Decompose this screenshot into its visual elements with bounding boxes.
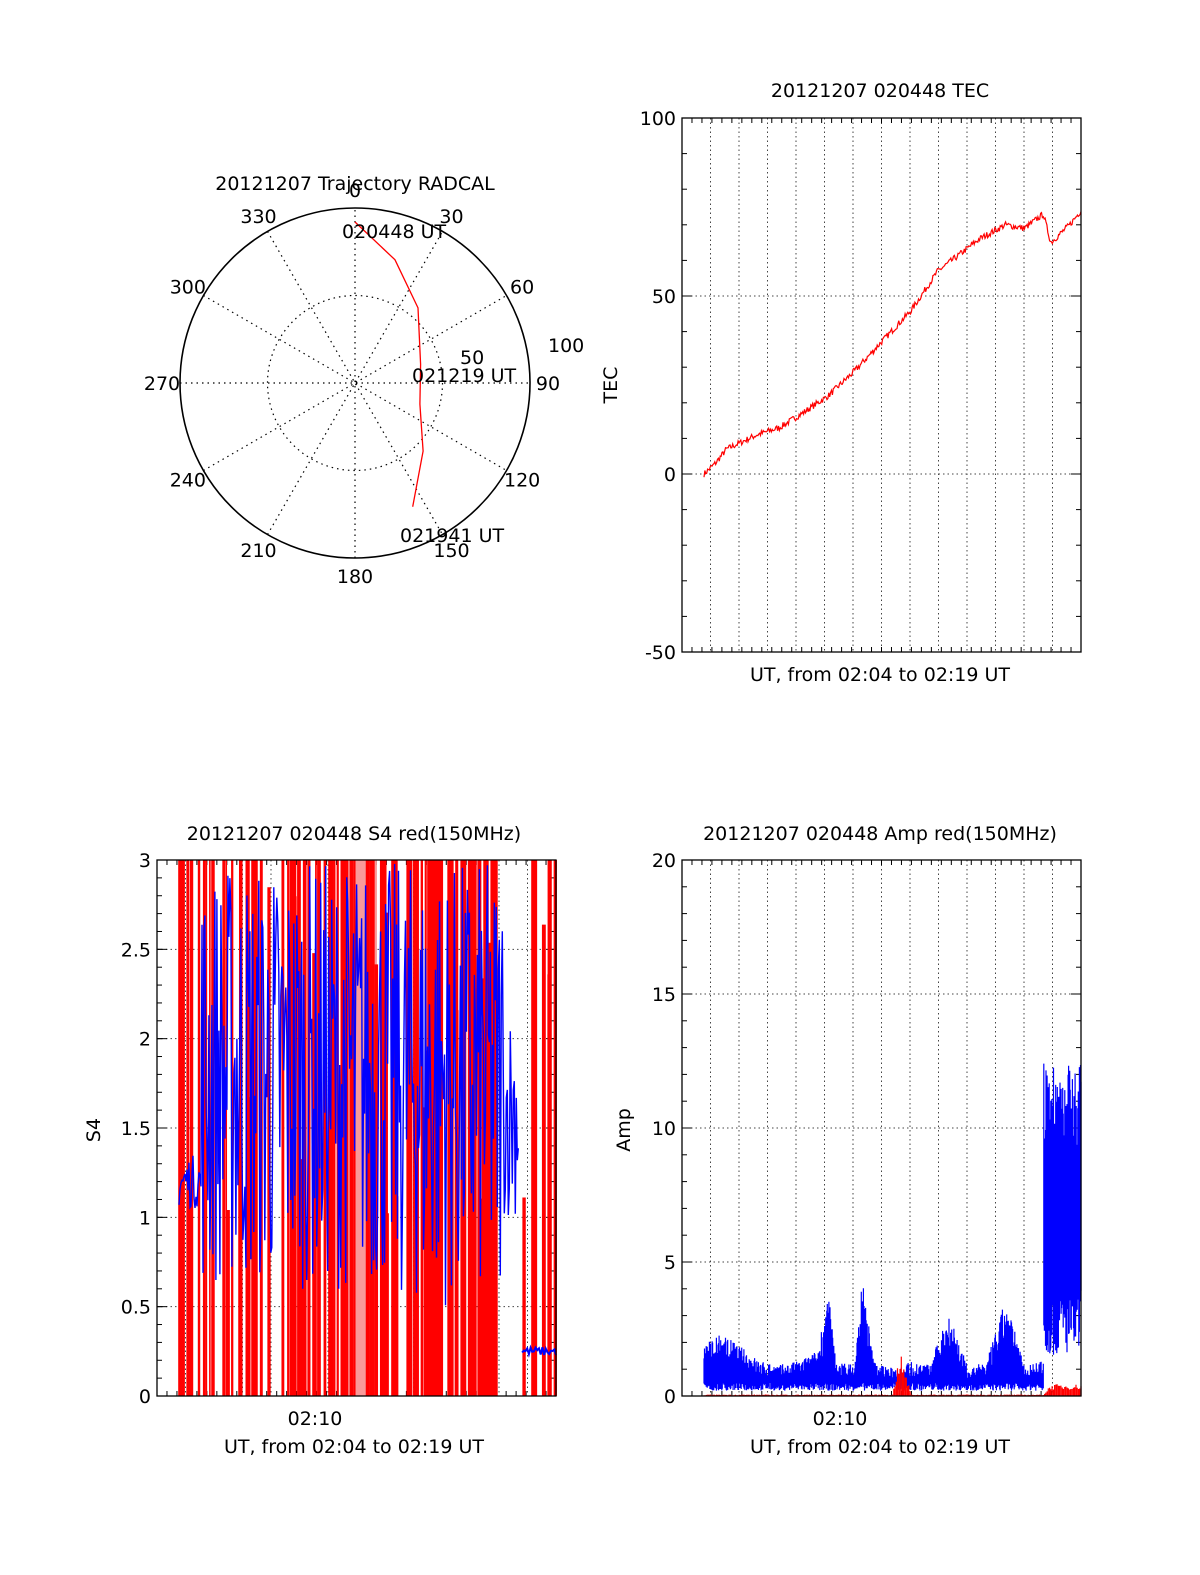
polar-angle-label: 210 xyxy=(240,540,276,562)
polar-grid xyxy=(179,207,531,559)
s4-ytick-label: 0.5 xyxy=(121,1297,151,1319)
polar-angle-label: 270 xyxy=(144,373,180,395)
s4-ylabel: S4 xyxy=(83,1118,105,1142)
polar-angle-label: 180 xyxy=(337,566,373,588)
s4-ytick-label: 2 xyxy=(139,1029,151,1051)
amp-ytick-label: 5 xyxy=(664,1252,676,1274)
polar-radius-label-100: 100 xyxy=(548,335,584,357)
tec-ytick-label: 0 xyxy=(664,464,676,486)
amp-ytick-label: 20 xyxy=(652,850,676,872)
polar-inner-circle xyxy=(266,294,444,472)
amp-axes: 0 5 10 15 20 xyxy=(652,850,1082,1408)
polar-track-line xyxy=(354,221,424,507)
s4-blue-tail xyxy=(521,1344,557,1358)
polar-angle-label: 300 xyxy=(170,277,206,299)
polar-track xyxy=(354,221,424,507)
tec-ytick-label: 100 xyxy=(640,108,676,130)
polar-angle-label: 330 xyxy=(240,206,276,228)
s4-axes: 0 0.5 1 1.5 2 2.5 3 xyxy=(121,850,557,1408)
amp-xtick-label: 02:10 xyxy=(813,1408,868,1430)
s4-plot: 20121207 020448 S4 red(150MHz) UT, from … xyxy=(83,823,557,1458)
polar-spoke xyxy=(203,294,507,472)
polar-angle-label: 150 xyxy=(433,540,469,562)
polar-radius-label-50: 50 xyxy=(460,347,484,369)
polar-angle-label: 60 xyxy=(510,277,534,299)
polar-angle-label: 0 xyxy=(349,180,361,202)
amp-ytick-label: 10 xyxy=(652,1118,676,1140)
s4-ytick-label: 0 xyxy=(139,1386,151,1408)
polar-angle-label: 240 xyxy=(170,470,206,492)
s4-ytick-label: 1.5 xyxy=(121,1118,151,1140)
polar-spoke xyxy=(203,294,507,472)
polar-title: 20121207 Trajectory RADCAL xyxy=(215,173,495,195)
polar-angle-labels: 0 30 60 90 120 150 180 210 240 270 300 330 xyxy=(144,180,560,588)
tec-plot: 20121207 020448 TEC UT, from 02:04 to 02… xyxy=(600,80,1082,686)
polar-angle-label: 30 xyxy=(439,206,463,228)
amp-frame xyxy=(681,859,1082,1397)
s4-frame xyxy=(156,859,557,1397)
amp-xlabel: UT, from 02:04 to 02:19 UT xyxy=(750,1436,1010,1458)
amp-ytick-label: 0 xyxy=(664,1386,676,1408)
tec-axes: -50 0 50 100 xyxy=(640,108,1082,664)
tec-series-line xyxy=(703,211,1082,478)
s4-ytick-label: 1 xyxy=(139,1207,151,1229)
amp-ylabel: Amp xyxy=(613,1108,635,1152)
tec-title: 20121207 020448 TEC xyxy=(771,80,989,102)
tec-ytick-label: -50 xyxy=(645,642,676,664)
polar-spoke xyxy=(266,231,444,535)
polar-angle-label: 90 xyxy=(536,373,560,395)
amp-blue-series xyxy=(703,1063,1082,1391)
tec-xlabel: UT, from 02:04 to 02:19 UT xyxy=(750,664,1010,686)
track-end-label: 021941 UT xyxy=(400,525,504,547)
polar-spoke xyxy=(266,231,444,535)
track-start-label: 020448 UT xyxy=(342,221,446,243)
s4-ytick-label: 2.5 xyxy=(121,939,151,961)
trajectory-polar-plot: 20121207 Trajectory RADCAL 0 30 60 90 120 150… xyxy=(144,173,584,588)
tec-ylabel: TEC xyxy=(600,367,622,405)
polar-angle-label: 120 xyxy=(504,470,540,492)
s4-blue-trace xyxy=(178,863,519,1306)
amp-ytick-label: 15 xyxy=(652,984,676,1006)
track-mid-label: 021219 UT xyxy=(412,365,516,387)
amp-plot: 20121207 020448 Amp red(150MHz) UT, from… xyxy=(613,823,1082,1458)
s4-xlabel: UT, from 02:04 to 02:19 UT xyxy=(224,1436,484,1458)
tec-frame xyxy=(681,117,1082,653)
s4-title: 20121207 020448 S4 red(150MHz) xyxy=(187,823,521,845)
tec-ytick-label: 50 xyxy=(652,286,676,308)
s4-xtick-label: 02:10 xyxy=(288,1408,343,1430)
amp-title: 20121207 020448 Amp red(150MHz) xyxy=(703,823,1057,845)
s4-ytick-label: 3 xyxy=(139,850,151,872)
